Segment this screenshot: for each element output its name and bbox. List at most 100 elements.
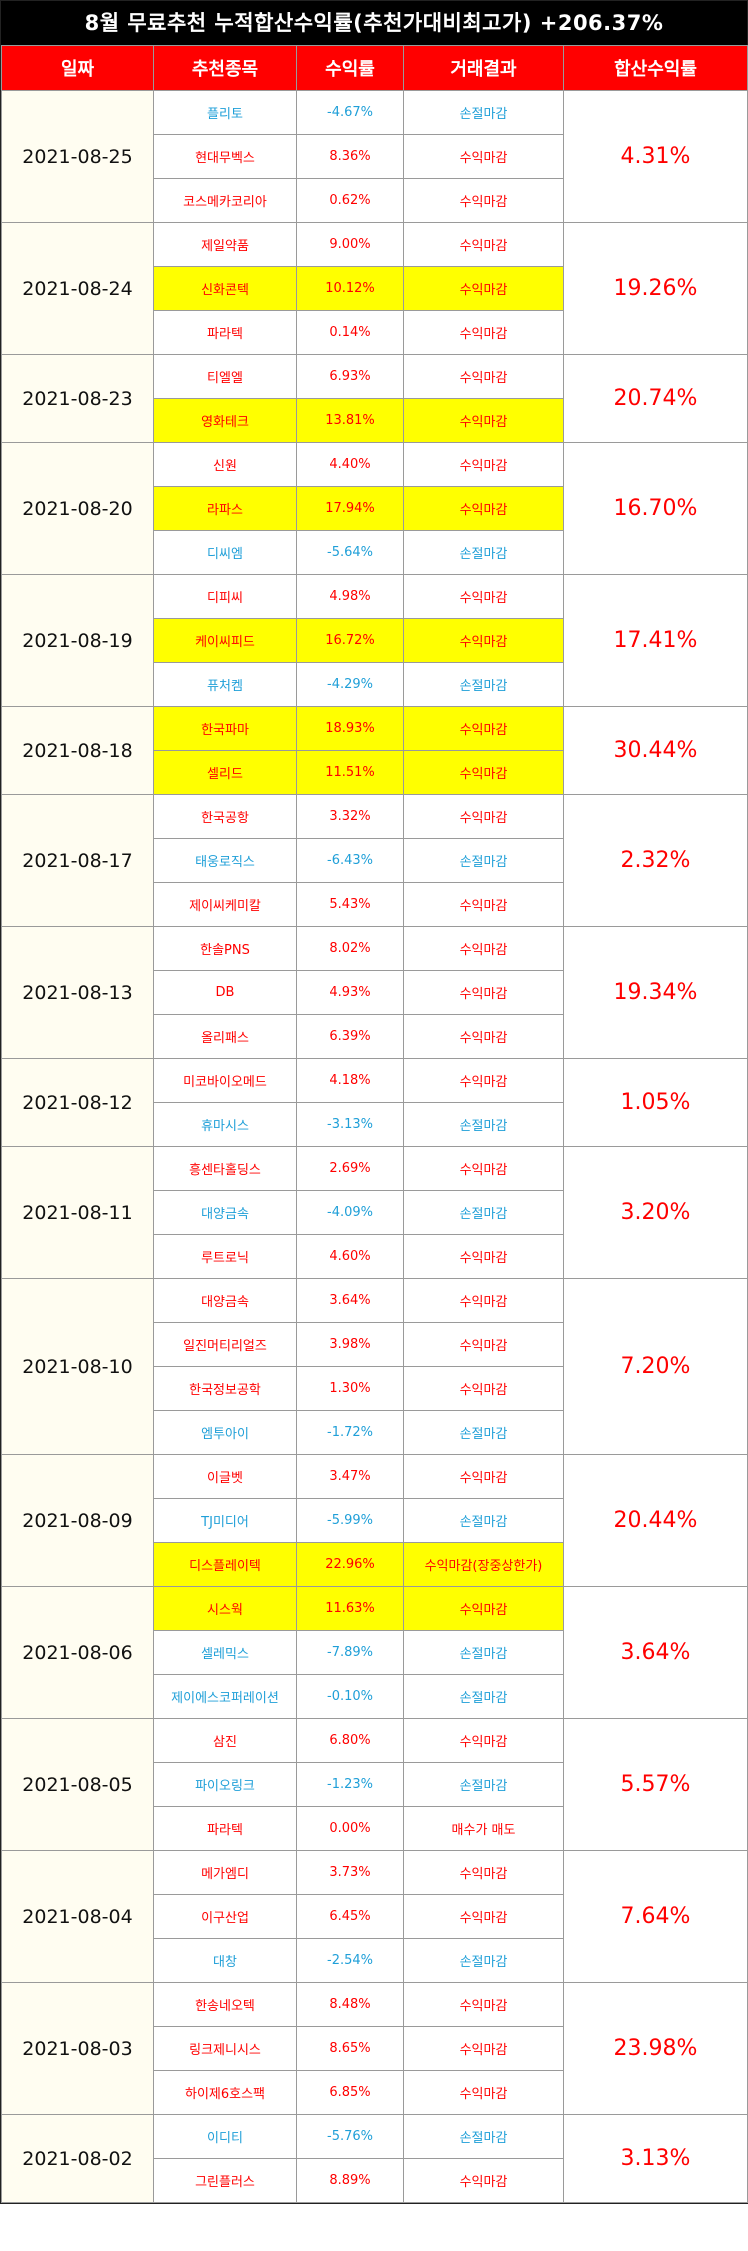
result-cell: 수익마감 — [403, 442, 564, 487]
stock-cell: 영화테크 — [153, 398, 297, 443]
stock-cell: 엠투아이 — [153, 1410, 297, 1455]
table-row: 셀레믹스 -7.89% 손절마감 — [2, 1630, 748, 1675]
stock-cell: 이글벳 — [153, 1454, 297, 1499]
result-cell: 수익마감 — [403, 1982, 564, 2027]
date-cell: 2021-08-05 — [1, 1718, 154, 1851]
cumulative-return-cell: 4.31% — [563, 90, 748, 223]
stock-cell: 휴마시스 — [153, 1102, 297, 1147]
table-row: 2021-08-13 한솔PNS 8.02% 수익마감 19.34% — [1, 926, 748, 1059]
table-row: 퓨처켐 -4.29% 손절마감 — [2, 662, 748, 707]
result-cell: 수익마감(장중상한가) — [403, 1542, 564, 1587]
return-cell: 1.30% — [296, 1366, 404, 1411]
results-sheet: 8월 무료추천 누적합산수익률(추천가대비최고가) +206.37% 일짜 추천… — [0, 0, 748, 2204]
result-cell: 손절마감 — [403, 1938, 564, 1983]
result-cell: 매수가 매도 — [403, 1806, 564, 1851]
result-cell: 손절마감 — [403, 1630, 564, 1675]
table-row: 2021-08-09 이글벳 3.47% 수익마감 20.44% — [1, 1454, 748, 1587]
date-cell: 2021-08-20 — [1, 442, 154, 575]
header-return: 수익률 — [296, 45, 404, 91]
return-cell: -7.89% — [296, 1630, 404, 1675]
table-row: 제이에스코퍼레이션 -0.10% 손절마감 — [2, 1674, 748, 1719]
date-cell: 2021-08-09 — [1, 1454, 154, 1587]
result-cell: 수익마감 — [403, 354, 564, 399]
cumulative-return-cell: 7.64% — [563, 1850, 748, 1983]
return-cell: -3.13% — [296, 1102, 404, 1147]
return-cell: 8.02% — [296, 926, 404, 971]
result-cell: 수익마감 — [403, 134, 564, 179]
table-row: 대창 -2.54% 손절마감 — [2, 1938, 748, 1983]
stock-cell: 미코바이오메드 — [153, 1058, 297, 1103]
return-cell: 6.93% — [296, 354, 404, 399]
return-cell: 2.69% — [296, 1146, 404, 1191]
stock-cell: 일진머티리얼즈 — [153, 1322, 297, 1367]
return-cell: 8.48% — [296, 1982, 404, 2027]
table-row: TJ미디어 -5.99% 손절마감 — [2, 1498, 748, 1543]
result-cell: 손절마감 — [403, 662, 564, 707]
stock-cell: 신원 — [153, 442, 297, 487]
result-cell: 수익마감 — [403, 222, 564, 267]
return-cell: 10.12% — [296, 266, 404, 311]
return-cell: 11.63% — [296, 1586, 404, 1631]
result-cell: 손절마감 — [403, 1102, 564, 1147]
table-row: 하이제6호스팩 6.85% 수익마감 — [2, 2070, 748, 2115]
stock-cell: 파라텍 — [153, 310, 297, 355]
return-cell: 6.85% — [296, 2070, 404, 2115]
table-row: 일진머티리얼즈 3.98% 수익마감 — [2, 1322, 748, 1367]
return-cell: 4.93% — [296, 970, 404, 1015]
stock-cell: 퓨처켐 — [153, 662, 297, 707]
return-cell: 3.47% — [296, 1454, 404, 1499]
table-row: 신화콘텍 10.12% 수익마감 — [2, 266, 748, 311]
return-cell: 8.89% — [296, 2158, 404, 2203]
stock-cell: 삼진 — [153, 1718, 297, 1763]
stock-cell: 이구산업 — [153, 1894, 297, 1939]
stock-cell: TJ미디어 — [153, 1498, 297, 1543]
date-cell: 2021-08-23 — [1, 354, 154, 443]
return-cell: 4.98% — [296, 574, 404, 619]
page-title: 8월 무료추천 누적합산수익률(추천가대비최고가) +206.37% — [1, 1, 747, 45]
header-result: 거래결과 — [403, 45, 564, 91]
result-cell: 수익마감 — [403, 926, 564, 971]
cumulative-return-cell: 23.98% — [563, 1982, 748, 2115]
result-cell: 수익마감 — [403, 266, 564, 311]
header-row: 일짜 추천종목 수익률 거래결과 합산수익률 — [1, 45, 748, 91]
return-cell: 6.45% — [296, 1894, 404, 1939]
stock-cell: 하이제6호스팩 — [153, 2070, 297, 2115]
return-cell: -0.10% — [296, 1674, 404, 1719]
stock-cell: 제일약품 — [153, 222, 297, 267]
return-cell: -6.43% — [296, 838, 404, 883]
date-cell: 2021-08-24 — [1, 222, 154, 355]
cumulative-return-cell: 19.26% — [563, 222, 748, 355]
date-cell: 2021-08-17 — [1, 794, 154, 927]
date-cell: 2021-08-06 — [1, 1586, 154, 1719]
return-cell: -5.64% — [296, 530, 404, 575]
table-row: 휴마시스 -3.13% 손절마감 — [2, 1102, 748, 1147]
return-cell: 0.14% — [296, 310, 404, 355]
return-cell: 4.18% — [296, 1058, 404, 1103]
return-cell: 5.43% — [296, 882, 404, 927]
result-cell: 수익마감 — [403, 1586, 564, 1631]
table-row: 그린플러스 8.89% 수익마감 — [2, 2158, 748, 2203]
date-cell: 2021-08-13 — [1, 926, 154, 1059]
stock-cell: 셀레믹스 — [153, 1630, 297, 1675]
table-row: 케이씨피드 16.72% 수익마감 — [2, 618, 748, 663]
cumulative-return-cell: 7.20% — [563, 1278, 748, 1455]
return-cell: -4.29% — [296, 662, 404, 707]
result-cell: 수익마감 — [403, 1058, 564, 1103]
return-cell: -5.76% — [296, 2114, 404, 2159]
table-row: 파라텍 0.00% 매수가 매도 — [2, 1806, 748, 1851]
return-cell: 4.60% — [296, 1234, 404, 1279]
table-row: 코스메카코리아 0.62% 수익마감 — [2, 178, 748, 223]
stock-cell: 한국정보공학 — [153, 1366, 297, 1411]
stock-cell: 라파스 — [153, 486, 297, 531]
return-cell: 3.64% — [296, 1278, 404, 1323]
date-cell: 2021-08-18 — [1, 706, 154, 795]
cumulative-return-cell: 20.74% — [563, 354, 748, 443]
return-cell: 18.93% — [296, 706, 404, 751]
stock-cell: 루트로닉 — [153, 1234, 297, 1279]
result-cell: 수익마감 — [403, 706, 564, 751]
table-row: 2021-08-11 흥센타홀딩스 2.69% 수익마감 3.20% — [1, 1146, 748, 1279]
stock-cell: 한송네오텍 — [153, 1982, 297, 2027]
stock-cell: 시스웍 — [153, 1586, 297, 1631]
header-date: 일짜 — [1, 45, 154, 91]
stock-cell: 그린플러스 — [153, 2158, 297, 2203]
